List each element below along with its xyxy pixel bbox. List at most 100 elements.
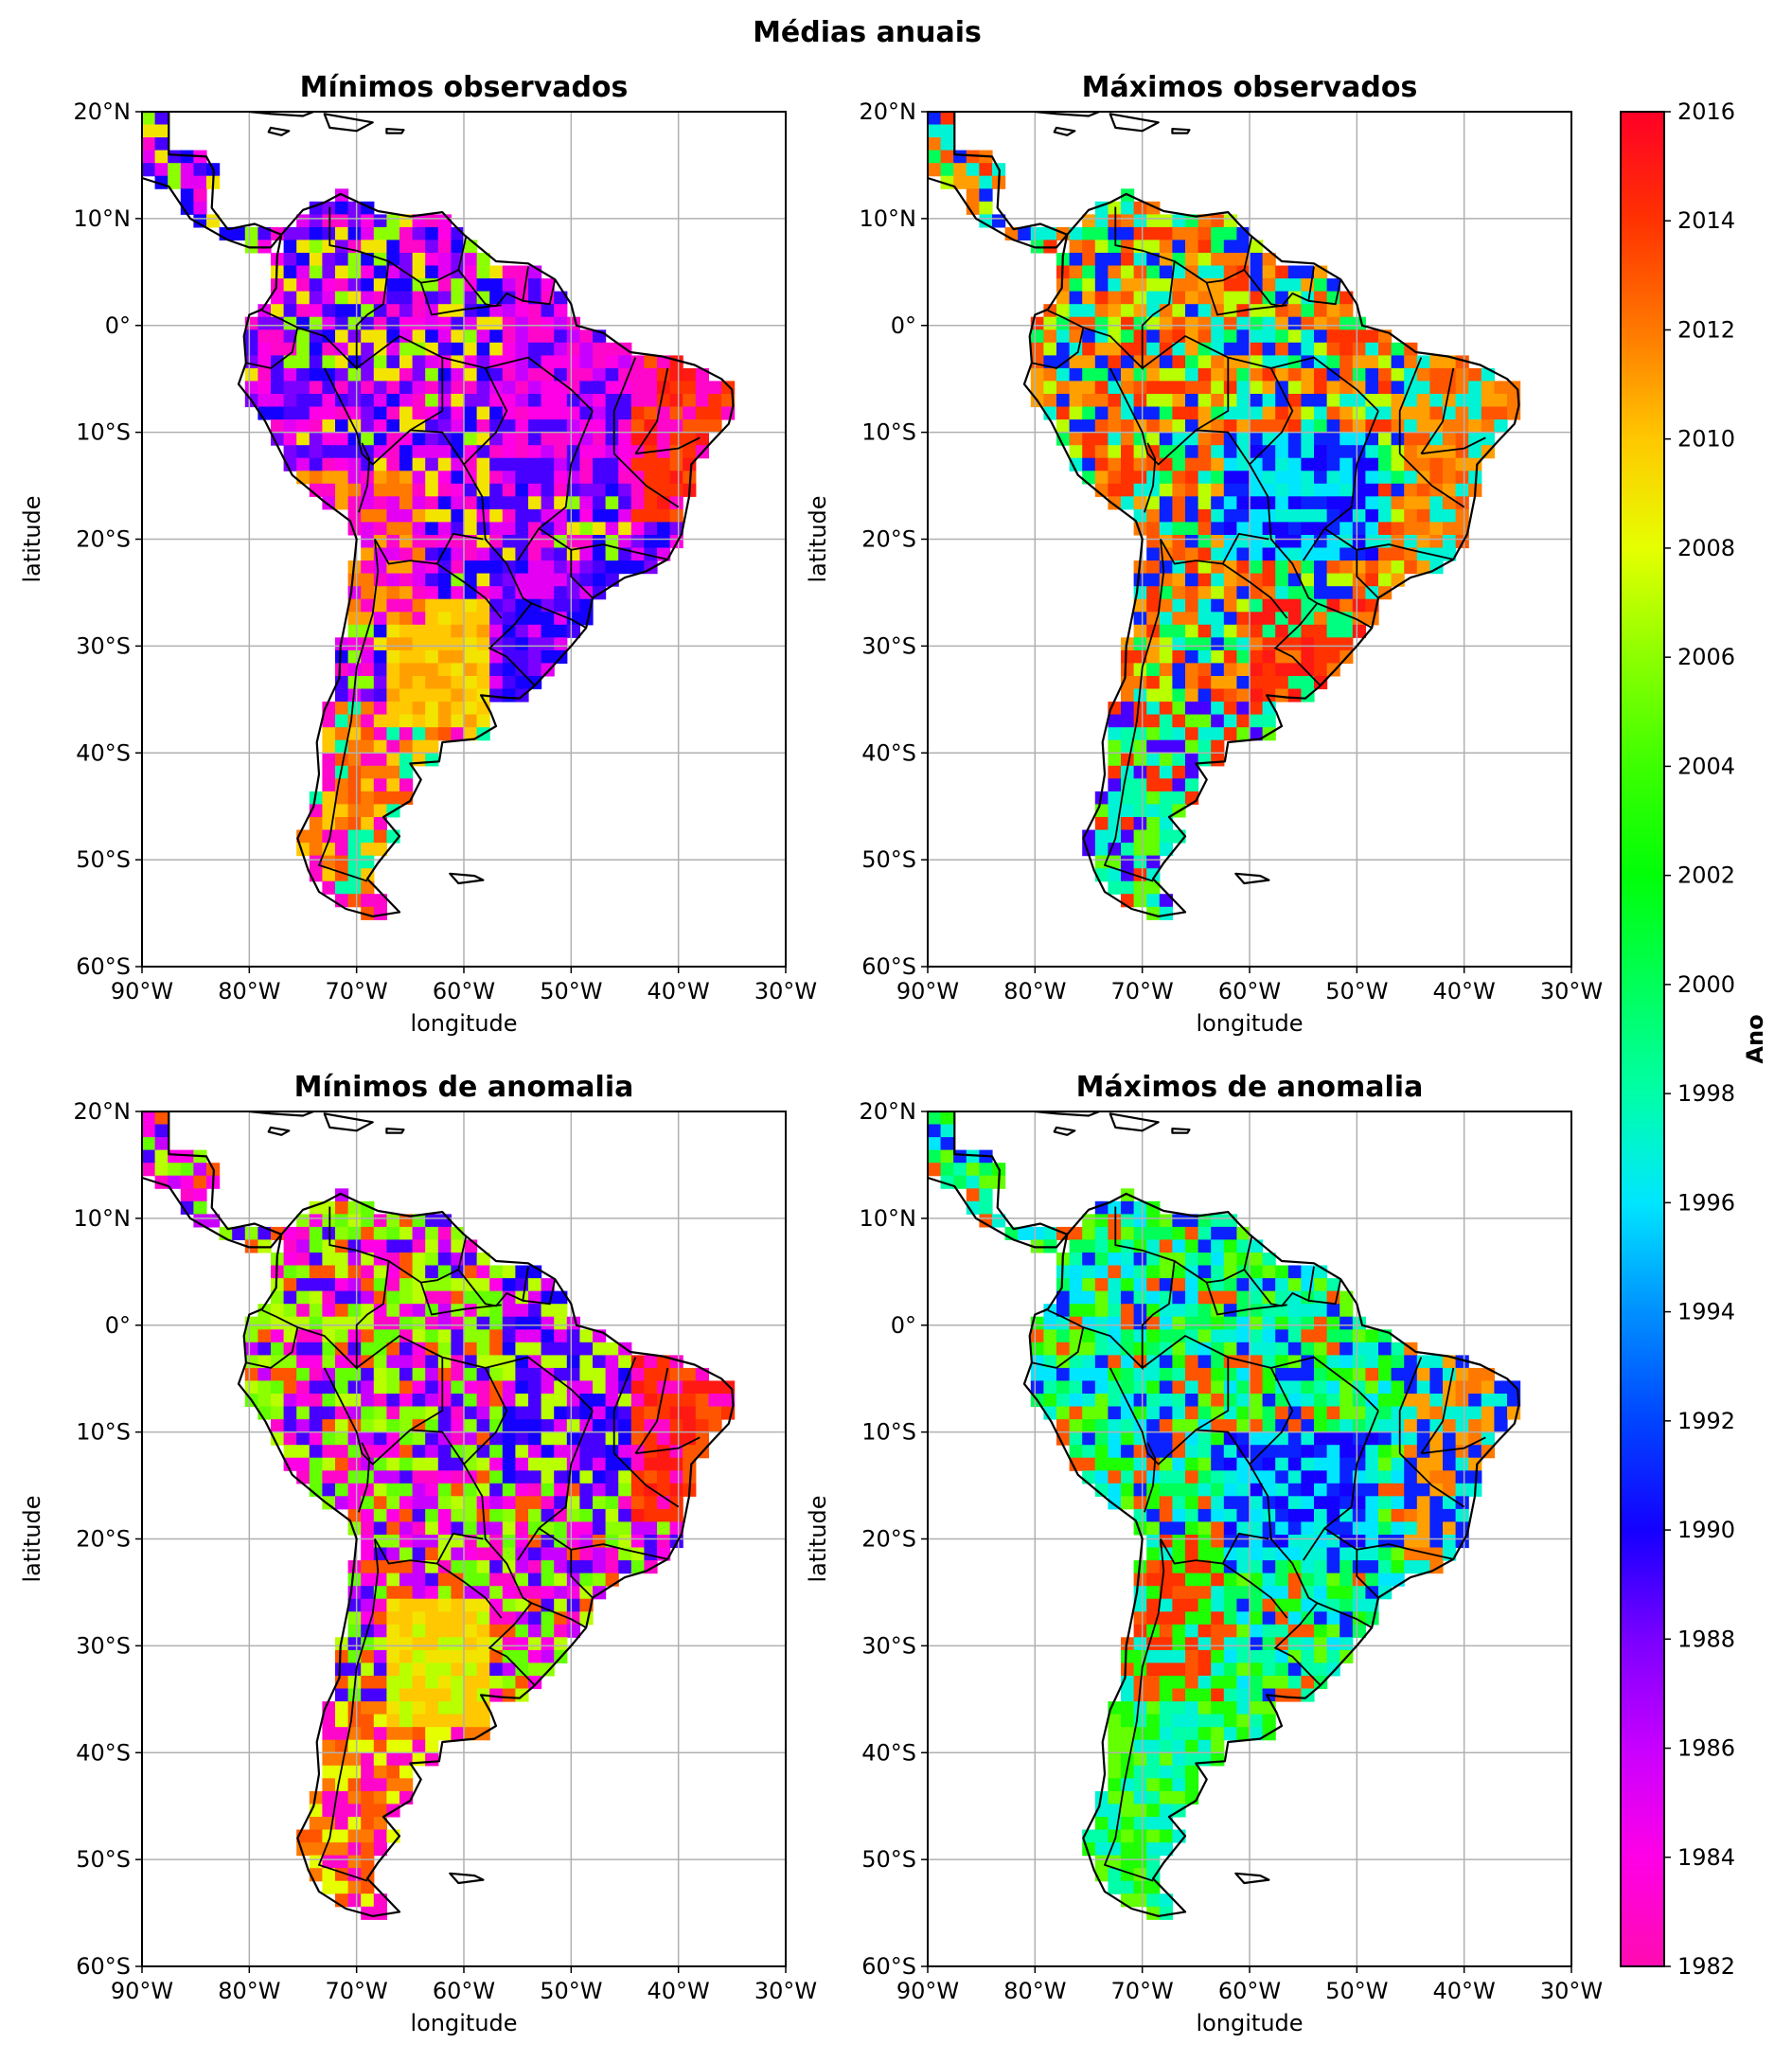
lon-tick-label: 60°W [1218,978,1281,1004]
lat-tick-label: 10°S [76,419,131,446]
country-borders [245,206,701,882]
panel-title: Mínimos observados [300,71,629,104]
year-raster [142,1111,736,1920]
lat-tick-label: 0° [105,1312,131,1339]
lon-tick-label: 40°W [1433,1978,1496,2004]
lat-tick-label: 40°S [861,1739,916,1766]
lon-tick-label: 40°W [648,978,710,1004]
lon-tick-label: 30°W [754,978,817,1004]
colorbar-tick-label: 1982 [1677,1953,1735,1980]
lon-tick-label: 90°W [896,1978,959,2004]
lon-tick-label: 70°W [1111,978,1174,1004]
year-raster [928,112,1521,920]
y-axis-label: latitude [19,495,45,582]
lat-tick-label: 0° [891,312,916,339]
lat-tick-label: 10°N [860,205,917,232]
lon-tick-label: 50°W [540,978,602,1004]
colorbar-tick-label: 1994 [1677,1299,1735,1325]
y-axis-label: latitude [805,495,831,582]
colorbar-tick-label: 2000 [1677,971,1735,998]
year-raster [142,112,736,920]
colorbar-tick-label: 1986 [1677,1735,1735,1762]
lat-tick-label: 60°S [861,953,916,980]
lat-tick-label: 20°S [76,526,131,553]
lat-tick-label: 40°S [76,1739,131,1766]
lon-tick-label: 60°W [433,978,495,1004]
lat-tick-label: 20°S [76,1526,131,1553]
lon-tick-label: 30°W [1540,1978,1603,2004]
lat-tick-label: 30°S [76,632,131,659]
colorbar-tick-label: 1990 [1677,1517,1735,1543]
lat-tick-label: 0° [105,312,131,339]
lon-tick-label: 40°W [1433,978,1496,1004]
lat-tick-label: 20°S [861,526,916,553]
lon-tick-label: 80°W [1003,978,1066,1004]
coastlines [142,112,735,918]
lon-tick-label: 50°W [1325,1978,1388,2004]
lat-tick-label: 10°S [861,419,916,446]
colorbar-tick-label: 2010 [1677,426,1735,453]
lat-tick-label: 20°N [74,1098,132,1125]
colorbar-tick-label: 2014 [1677,207,1735,234]
colorbar-tick-label: 2004 [1677,753,1735,779]
colorbar-ticks: 1982 1984 1986 1988 1990 1992 1994 1996 1998 2000… [1664,98,1735,1980]
lat-tick-label: 40°S [861,739,916,766]
lon-tick-label: 50°W [1325,978,1388,1004]
lat-tick-label: 50°S [861,1846,916,1873]
map-panel-min-anomaly: Mínimos de anomalia 90°W 80°W 70°W 60°W 50°W 4… [19,1071,817,2036]
map-panel-max-observed: Máximos observados 90°W 80°W 70°W 60°W 50°W 40… [805,71,1603,1037]
colorbar-tick-label: 2006 [1677,644,1735,670]
y-axis-label: latitude [805,1495,831,1582]
lat-tick-label: 50°S [76,846,131,873]
figure-suptitle: Médias anuais [753,16,982,49]
lon-tick-label: 50°W [540,1978,602,2004]
lon-tick-label: 70°W [1111,1978,1174,2004]
lat-tick-label: 10°S [76,1419,131,1446]
x-axis-label: longitude [1196,1010,1303,1037]
lat-tick-label: 10°N [74,1205,132,1232]
map-panel-max-anomaly: Máximos de anomalia 90°W 80°W 70°W 60°W 50°W 4… [805,1071,1603,2036]
panel-title: Mínimos de anomalia [294,1071,634,1104]
colorbar: 1982 1984 1986 1988 1990 1992 1994 1996 1998 2000… [1620,98,1768,1980]
coastlines [928,112,1520,918]
map-panel-min-observed: Mínimos observados 90°W 80°W 70°W 60°W 50°W 40… [19,71,817,1037]
lat-tick-label: 30°S [76,1632,131,1659]
y-axis-label: latitude [19,1495,45,1582]
colorbar-tick-label: 2012 [1677,316,1735,343]
lon-tick-label: 60°W [433,1978,495,2004]
lat-tick-label: 10°S [861,1419,916,1446]
lon-tick-label: 30°W [1540,978,1603,1004]
lon-tick-label: 80°W [218,1978,280,2004]
colorbar-tick-label: 1984 [1677,1844,1735,1871]
lat-tick-label: 40°S [76,739,131,766]
lon-tick-label: 70°W [326,978,388,1004]
lat-tick-label: 30°S [861,632,916,659]
lat-tick-label: 20°N [860,98,917,125]
lat-tick-label: 30°S [861,1632,916,1659]
lat-tick-label: 50°S [76,1846,131,1873]
colorbar-tick-label: 1998 [1677,1080,1735,1107]
coastlines [928,1111,1520,1918]
x-axis-label: longitude [410,2010,517,2036]
lon-tick-label: 90°W [111,1978,173,2004]
lat-tick-label: 60°S [861,1953,916,1980]
coastlines [142,1111,735,1918]
lon-tick-label: 90°W [896,978,959,1004]
lon-tick-label: 80°W [218,978,280,1004]
lon-tick-label: 60°W [1218,1978,1281,2004]
country-borders [1031,206,1486,882]
colorbar-tick-label: 1996 [1677,1189,1735,1216]
colorbar-tick-label: 1992 [1677,1408,1735,1434]
lat-tick-label: 10°N [860,1205,917,1232]
colorbar-tick-label: 1988 [1677,1626,1735,1652]
lat-tick-label: 20°S [861,1526,916,1553]
lat-tick-label: 60°S [76,953,131,980]
colorbar-tick-label: 2016 [1677,98,1735,125]
lat-tick-label: 20°N [860,1098,917,1125]
lon-tick-label: 90°W [111,978,173,1004]
colorbar-tick-label: 2008 [1677,535,1735,561]
map-panels: Mínimos observados 90°W 80°W 70°W 60°W 50°W 40… [19,71,1603,2036]
lat-tick-label: 50°S [861,846,916,873]
country-borders [1031,1206,1486,1882]
